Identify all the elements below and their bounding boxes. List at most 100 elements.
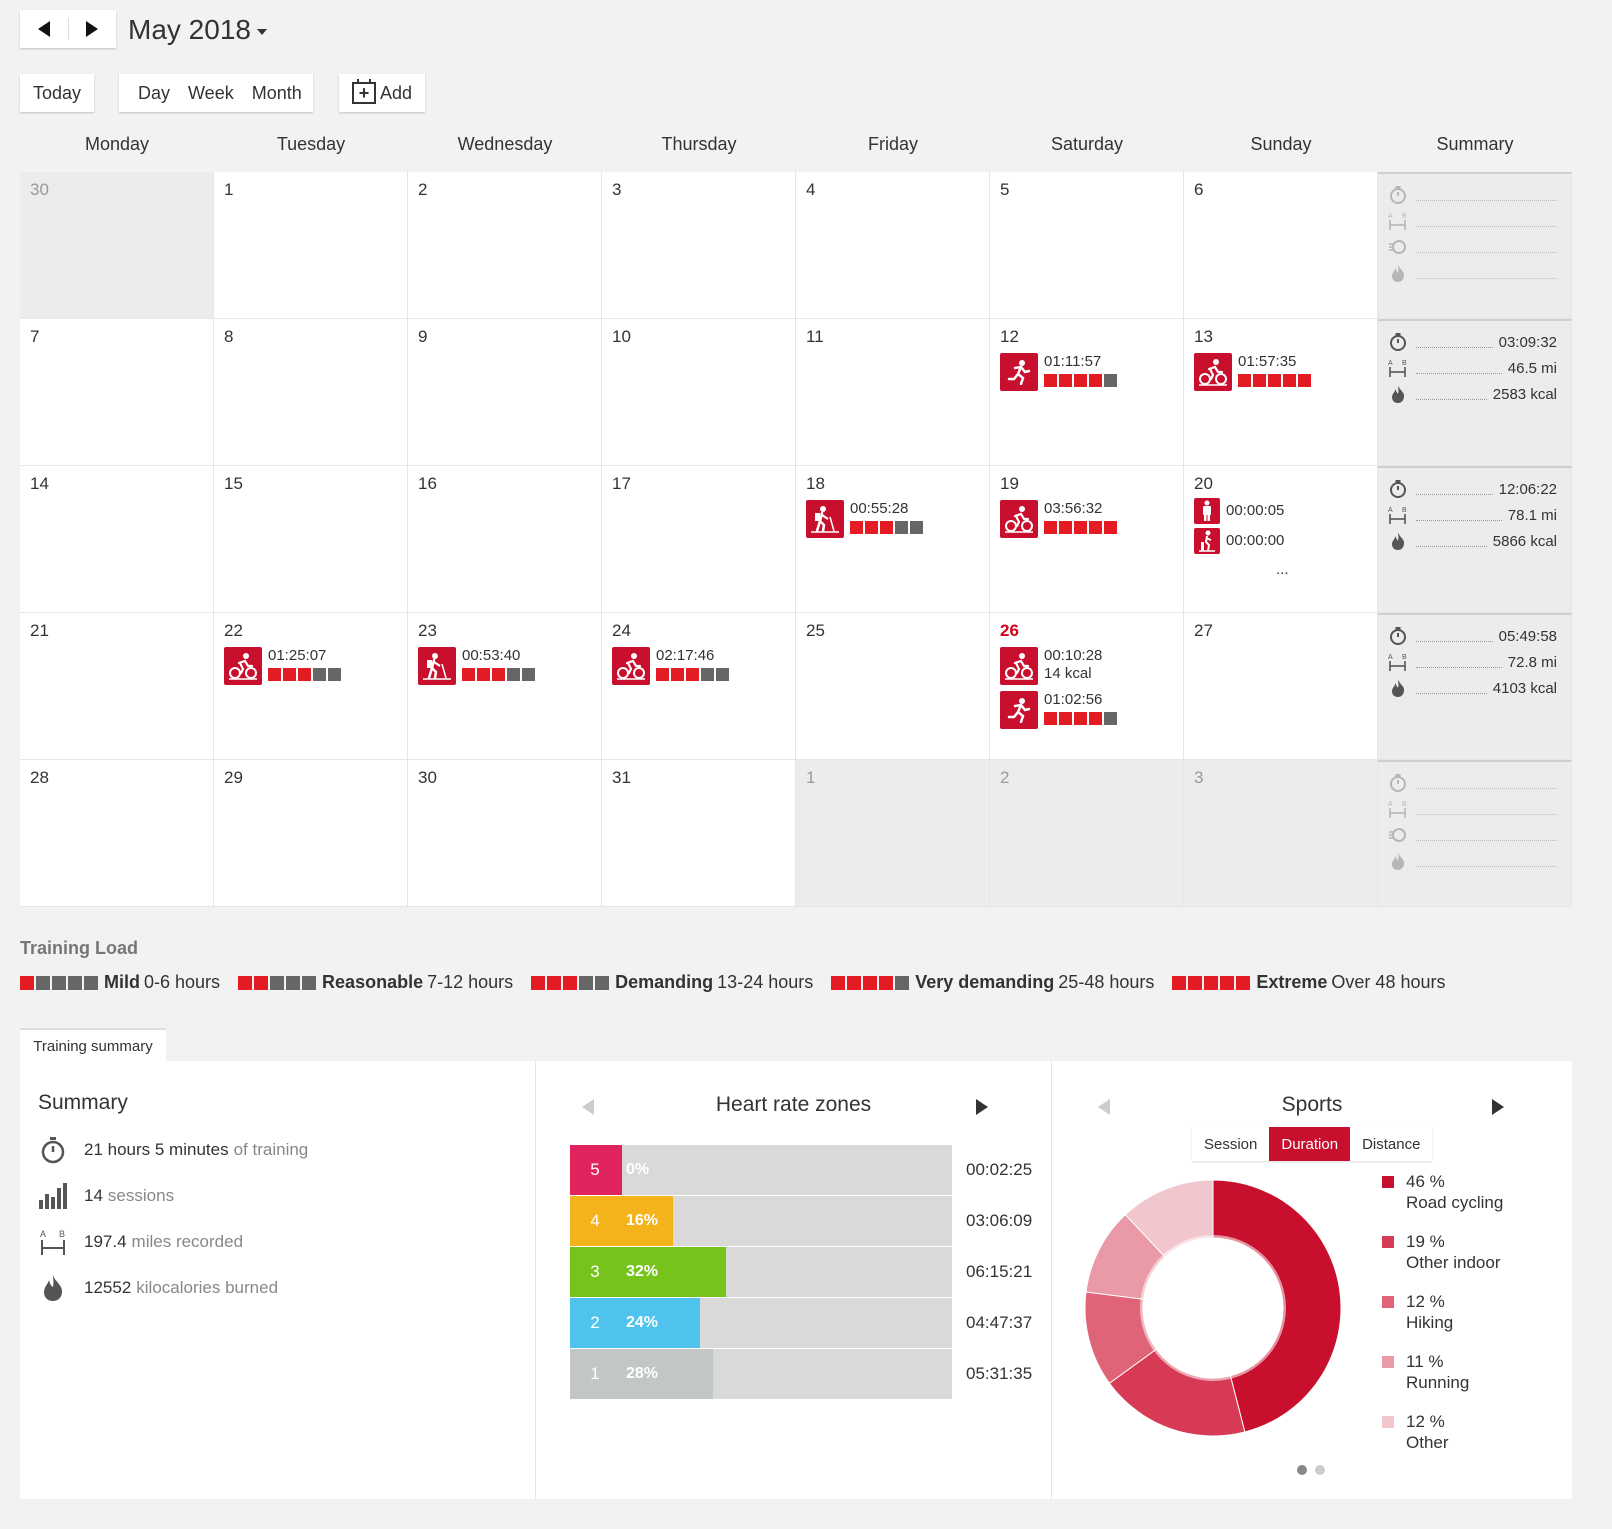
level-range: Over 48 hours bbox=[1331, 972, 1446, 992]
day-number: 16 bbox=[418, 474, 437, 493]
training-load-level: Demanding 13-24 hours bbox=[531, 972, 813, 993]
day-number: 4 bbox=[806, 180, 816, 199]
day-cell[interactable]: 22 01:25:07 bbox=[214, 613, 408, 760]
more-sessions-link[interactable]: ... bbox=[1276, 561, 1289, 578]
session-duration: 01:25:07 bbox=[268, 647, 327, 664]
day-cell[interactable]: 8 bbox=[214, 319, 408, 466]
svg-text:A: A bbox=[1388, 213, 1393, 220]
day-number: 29 bbox=[224, 768, 243, 787]
day-cell[interactable]: 30 bbox=[408, 760, 602, 907]
day-cell[interactable]: 23 00:53:40 bbox=[408, 613, 602, 760]
view-week-button[interactable]: Week bbox=[188, 82, 234, 103]
load-block bbox=[1089, 712, 1102, 725]
training-session[interactable]: 00:10:28 14 kcal bbox=[1000, 647, 1173, 685]
day-cell[interactable]: 21 bbox=[20, 613, 214, 760]
day-cell[interactable]: 7 bbox=[20, 319, 214, 466]
dotted-leader bbox=[1416, 656, 1502, 668]
day-cell[interactable]: 17 bbox=[602, 466, 796, 613]
zone-percent: 16% bbox=[626, 1212, 659, 1229]
hr-next-arrow-icon[interactable] bbox=[976, 1099, 988, 1115]
tab-distance[interactable]: Distance bbox=[1350, 1127, 1433, 1161]
sports-next-arrow-icon[interactable] bbox=[1492, 1099, 1504, 1115]
day-cell[interactable]: 4 bbox=[796, 172, 990, 319]
day-cell[interactable]: 13 01:57:35 bbox=[1184, 319, 1378, 466]
add-button[interactable]: + Add bbox=[339, 74, 425, 112]
day-cell[interactable]: 24 02:17:46 bbox=[602, 613, 796, 760]
load-block bbox=[895, 975, 910, 990]
hr-previous-arrow-icon[interactable] bbox=[582, 1099, 594, 1115]
session-info: 00:55:28 bbox=[850, 500, 923, 534]
day-cell[interactable]: 19 03:56:32 bbox=[990, 466, 1184, 613]
training-session[interactable]: 01:25:07 bbox=[224, 647, 397, 685]
day-cell[interactable]: 20 00:00:05 00:00:00... bbox=[1184, 466, 1378, 613]
day-cell[interactable]: 18 00:55:28 bbox=[796, 466, 990, 613]
day-number: 1 bbox=[806, 768, 816, 787]
load-block bbox=[507, 668, 520, 681]
bar-chart-icon bbox=[38, 1182, 68, 1210]
training-session[interactable]: 01:57:35 bbox=[1194, 353, 1367, 391]
tab-session[interactable]: Session bbox=[1192, 1127, 1270, 1161]
today-button[interactable]: Today bbox=[20, 74, 94, 112]
day-cell[interactable]: 31 bbox=[602, 760, 796, 907]
view-month-button[interactable]: Month bbox=[251, 82, 302, 103]
day-cell[interactable]: 11 bbox=[796, 319, 990, 466]
training-session[interactable]: 00:53:40 bbox=[418, 647, 591, 685]
day-cell[interactable]: 14 bbox=[20, 466, 214, 613]
day-cell[interactable]: 9 bbox=[408, 319, 602, 466]
sports-previous-arrow-icon[interactable] bbox=[1098, 1099, 1110, 1115]
sports-legend-item: 12 % Hiking bbox=[1382, 1291, 1503, 1333]
day-cell[interactable]: 27 bbox=[1184, 613, 1378, 760]
tab-training-summary[interactable]: Training summary bbox=[20, 1028, 166, 1062]
previous-month-button[interactable] bbox=[20, 10, 68, 48]
day-cell[interactable]: 30 bbox=[20, 172, 214, 319]
day-cell[interactable]: 5 bbox=[990, 172, 1184, 319]
day-cell[interactable]: 28 bbox=[20, 760, 214, 907]
tab-duration[interactable]: Duration bbox=[1269, 1127, 1351, 1161]
calendar-add-icon: + bbox=[351, 79, 376, 104]
session-info: 02:17:46 bbox=[656, 647, 729, 681]
summary-column: Summary 21 hours 5 minutes of training 1… bbox=[20, 1061, 536, 1499]
training-session[interactable]: 01:02:56 bbox=[1000, 691, 1173, 729]
page-dot-1[interactable] bbox=[1297, 1465, 1307, 1475]
month-picker[interactable]: May 2018 bbox=[128, 14, 267, 46]
training-session[interactable]: 00:00:05 bbox=[1194, 498, 1367, 524]
day-cell[interactable]: 2 bbox=[408, 172, 602, 319]
day-cell[interactable]: 25 bbox=[796, 613, 990, 760]
day-number: 21 bbox=[30, 621, 49, 640]
session-duration: 01:11:57 bbox=[1044, 353, 1102, 370]
day-cell[interactable]: 1 bbox=[214, 172, 408, 319]
zone-bar: 24% bbox=[620, 1298, 952, 1348]
day-number: 27 bbox=[1194, 621, 1213, 640]
day-cell[interactable]: 3 bbox=[1184, 760, 1378, 907]
session-duration: 00:00:00 bbox=[1226, 532, 1285, 549]
next-month-button[interactable] bbox=[69, 10, 117, 48]
training-session[interactable]: 02:17:46 bbox=[612, 647, 785, 685]
training-session[interactable]: 03:56:32 bbox=[1000, 500, 1173, 538]
summary-duration: 03:09:32 bbox=[1388, 329, 1557, 355]
day-cell[interactable]: 26 00:10:28 14 kcal 01:02:56 bbox=[990, 613, 1184, 760]
day-cell[interactable]: 15 bbox=[214, 466, 408, 613]
load-block bbox=[910, 521, 923, 534]
training-session[interactable]: 01:11:57 bbox=[1000, 353, 1173, 391]
day-cell[interactable]: 10 bbox=[602, 319, 796, 466]
day-cell[interactable]: 29 bbox=[214, 760, 408, 907]
distance-value: 197.4 bbox=[84, 1232, 127, 1251]
training-load-indicator bbox=[831, 975, 910, 990]
view-day-button[interactable]: Day bbox=[138, 82, 171, 103]
day-cell[interactable]: 3 bbox=[602, 172, 796, 319]
zone-percent: 32% bbox=[626, 1263, 659, 1280]
training-session[interactable]: 00:00:00 bbox=[1194, 528, 1367, 554]
day-cell[interactable]: 16 bbox=[408, 466, 602, 613]
day-cell[interactable]: 12 01:11:57 bbox=[990, 319, 1184, 466]
training-session[interactable]: 00:55:28 bbox=[806, 500, 979, 538]
dotted-leader bbox=[1416, 803, 1557, 815]
load-block bbox=[1236, 975, 1251, 990]
session-info: 01:02:56 bbox=[1044, 691, 1117, 725]
day-cell[interactable]: 6 bbox=[1184, 172, 1378, 319]
page-dot-2[interactable] bbox=[1315, 1465, 1325, 1475]
day-number: 1 bbox=[224, 180, 234, 199]
day-cell[interactable]: 2 bbox=[990, 760, 1184, 907]
day-cell[interactable]: 1 bbox=[796, 760, 990, 907]
